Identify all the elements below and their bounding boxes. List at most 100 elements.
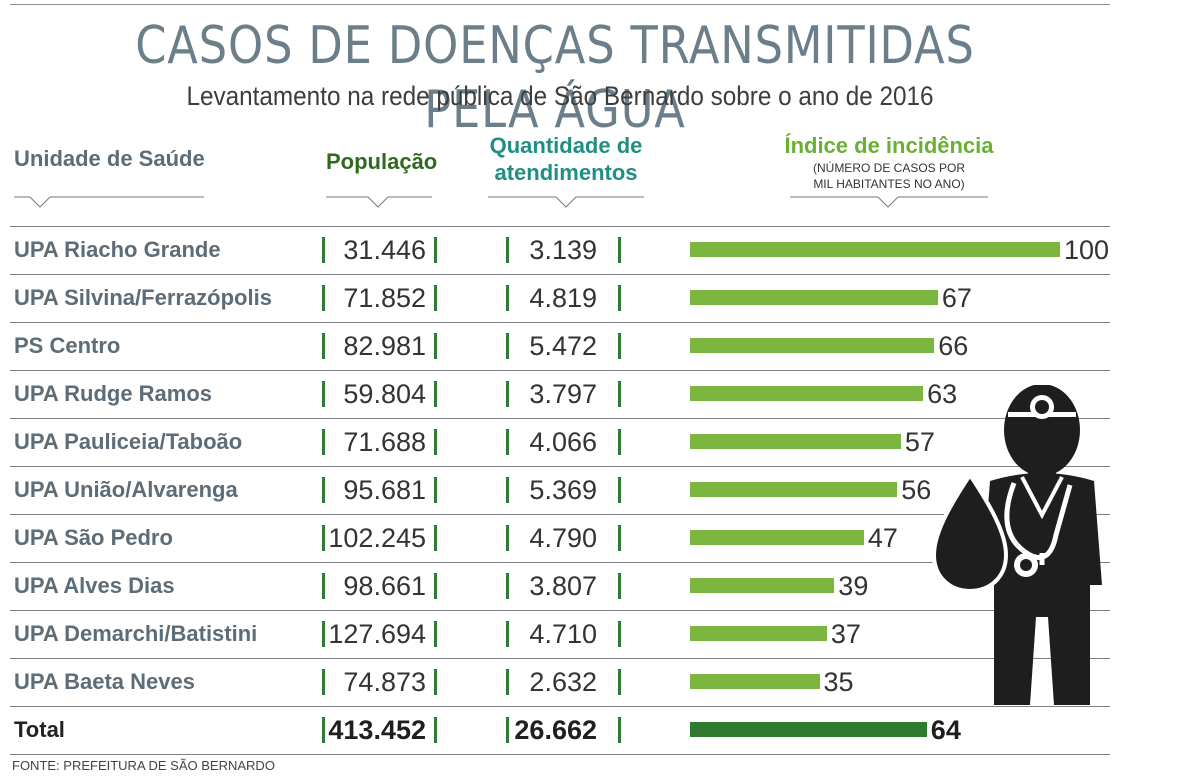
index-bar bbox=[690, 434, 901, 449]
tick-mark bbox=[322, 477, 325, 503]
pointer-index bbox=[790, 196, 988, 208]
tick-mark bbox=[618, 669, 621, 695]
index-value: 47 bbox=[867, 523, 898, 553]
row-separator bbox=[10, 754, 1110, 755]
row-separator bbox=[10, 706, 1110, 707]
tick-mark bbox=[506, 669, 509, 695]
unit-label: UPA Riacho Grande bbox=[14, 237, 221, 262]
row-separator bbox=[10, 226, 1110, 227]
tick-mark bbox=[322, 237, 325, 263]
header-index: Índice de incidência bbox=[784, 133, 994, 158]
quantity-value: 5.369 bbox=[529, 475, 597, 505]
tick-mark bbox=[506, 477, 509, 503]
quantity-value: 4.790 bbox=[529, 523, 597, 553]
quantity-value: 3.139 bbox=[529, 235, 597, 265]
header-quantity-line2: atendimentos bbox=[494, 160, 638, 185]
tick-mark bbox=[506, 429, 509, 455]
tick-mark bbox=[322, 669, 325, 695]
population-value: 59.804 bbox=[343, 379, 426, 409]
row-separator bbox=[10, 658, 1110, 659]
unit-label: UPA Rudge Ramos bbox=[14, 381, 213, 406]
index-bar bbox=[690, 242, 1060, 257]
tick-mark bbox=[618, 237, 621, 263]
pointer-quantity bbox=[488, 196, 644, 208]
quantity-value: 26.662 bbox=[514, 715, 597, 745]
header-quantity-line1: Quantidade de bbox=[489, 133, 643, 158]
unit-label: UPA Pauliceia/Taboão bbox=[14, 429, 243, 454]
total-bar bbox=[690, 722, 927, 737]
tick-mark bbox=[322, 285, 325, 311]
tick-mark bbox=[506, 381, 509, 407]
tick-mark bbox=[434, 573, 437, 599]
index-bar bbox=[690, 338, 935, 353]
header-index-note: (NÚMERO DE CASOS POR MIL HABITANTES NO A… bbox=[770, 160, 1008, 192]
tick-mark bbox=[506, 573, 509, 599]
quantity-value: 4.066 bbox=[529, 427, 597, 457]
population-value: 127.694 bbox=[328, 619, 426, 649]
header-pointers bbox=[14, 196, 988, 208]
header-quantity: Quantidade de atendimentos bbox=[488, 132, 644, 186]
population-value: 95.681 bbox=[343, 475, 426, 505]
pointer-population bbox=[326, 196, 432, 208]
doctor-with-water-drop-icon bbox=[931, 385, 1102, 705]
tick-mark bbox=[434, 381, 437, 407]
index-bar bbox=[690, 674, 820, 689]
tick-mark bbox=[322, 717, 325, 743]
tick-mark bbox=[322, 333, 325, 359]
top-rule bbox=[10, 4, 1110, 5]
unit-label: UPA Silvina/Ferrazópolis bbox=[14, 285, 272, 310]
tick-mark bbox=[322, 381, 325, 407]
row-separator bbox=[10, 514, 1110, 515]
unit-label: UPA Alves Dias bbox=[14, 573, 175, 598]
row-separator bbox=[10, 562, 1110, 563]
tick-mark bbox=[618, 333, 621, 359]
index-value: 35 bbox=[823, 667, 854, 697]
index-value: 67 bbox=[941, 283, 972, 313]
header-index-note-line2: MIL HABITANTES NO ANO) bbox=[813, 177, 965, 191]
population-value: 98.661 bbox=[343, 571, 426, 601]
tick-mark bbox=[506, 525, 509, 551]
index-value: 100 bbox=[1064, 235, 1110, 265]
tick-mark bbox=[434, 717, 437, 743]
tick-mark bbox=[506, 621, 509, 647]
tick-mark bbox=[434, 333, 437, 359]
tick-mark bbox=[618, 573, 621, 599]
pointer-unit bbox=[14, 196, 204, 208]
tick-mark bbox=[322, 525, 325, 551]
index-value: 57 bbox=[904, 427, 935, 457]
tick-mark bbox=[434, 285, 437, 311]
index-bar bbox=[690, 626, 827, 641]
population-value: 71.688 bbox=[343, 427, 426, 457]
total-label: Total bbox=[14, 717, 65, 742]
population-value: 31.446 bbox=[343, 235, 426, 265]
index-value: 64 bbox=[930, 715, 961, 745]
unit-label: UPA União/Alvarenga bbox=[14, 477, 238, 502]
index-bar bbox=[690, 578, 835, 593]
tick-mark bbox=[618, 717, 621, 743]
population-value: 71.852 bbox=[343, 283, 426, 313]
row-separator bbox=[10, 418, 1110, 419]
tick-mark bbox=[434, 429, 437, 455]
tick-mark bbox=[618, 285, 621, 311]
header-index-note-line1: (NÚMERO DE CASOS POR bbox=[812, 161, 965, 175]
row-separator bbox=[10, 370, 1110, 371]
index-bar bbox=[690, 482, 898, 497]
index-value: 37 bbox=[830, 619, 861, 649]
unit-label: UPA Baeta Neves bbox=[14, 669, 195, 694]
chart-title: CASOS DE DOENÇAS TRANSMITIDAS PELA ÁGUA bbox=[135, 16, 975, 140]
quantity-value: 4.819 bbox=[529, 283, 597, 313]
quantity-value: 5.472 bbox=[529, 331, 597, 361]
row-separator bbox=[10, 466, 1110, 467]
index-value: 56 bbox=[901, 475, 932, 505]
population-value: 82.981 bbox=[343, 331, 426, 361]
tick-mark bbox=[434, 621, 437, 647]
index-bar bbox=[690, 386, 924, 401]
chart-subtitle: Levantamento na rede pública de São Bern… bbox=[186, 81, 934, 111]
tick-mark bbox=[322, 573, 325, 599]
tick-mark bbox=[322, 429, 325, 455]
population-value: 74.873 bbox=[343, 667, 426, 697]
tick-mark bbox=[506, 285, 509, 311]
unit-label: UPA São Pedro bbox=[14, 525, 173, 550]
index-bar bbox=[690, 530, 864, 545]
tick-mark bbox=[506, 333, 509, 359]
